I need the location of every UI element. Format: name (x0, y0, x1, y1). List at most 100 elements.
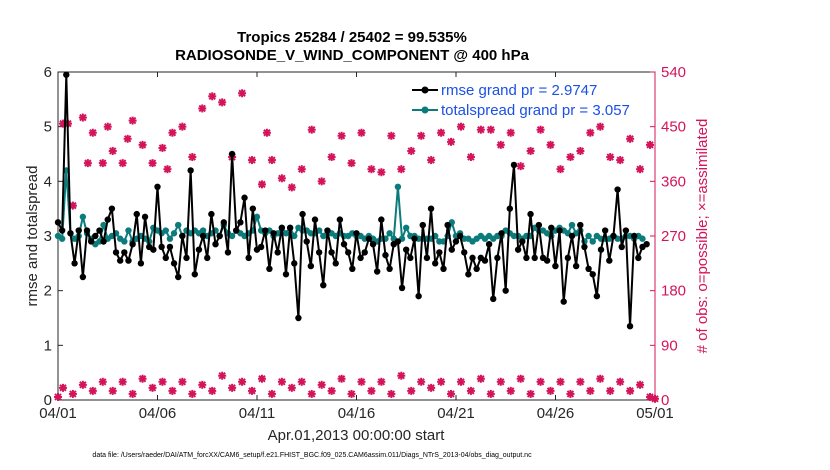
axis-ticks: 04/01 04/06 04/11 04/16 04/21 04/26 05/0101234… (39, 64, 686, 422)
obs-upper-marker (536, 125, 545, 134)
rmse-point (398, 284, 406, 292)
totalspread-point (585, 232, 592, 240)
obs-lower-marker (78, 380, 87, 389)
obs-lower-marker (347, 389, 356, 398)
obs-upper-marker (427, 156, 436, 165)
rmse-point (104, 216, 111, 223)
y2-tick-label: 90 (661, 337, 678, 354)
obs-upper-marker (387, 131, 396, 140)
obs-upper-marker (178, 122, 187, 131)
obs-lower-marker (317, 380, 326, 389)
obs-lower-marker (88, 386, 97, 395)
x-tick-label: 04/06 (139, 405, 177, 422)
obs-upper-marker (88, 128, 97, 137)
obs-lower-marker (248, 386, 257, 395)
rmse-point (427, 205, 435, 212)
y2-tick-label: 270 (661, 228, 686, 245)
obs-upper-marker (347, 159, 356, 168)
y-tick-label: 3 (44, 228, 52, 245)
x-tick-label: 05/01 (636, 405, 674, 422)
obs-upper-marker (626, 134, 635, 143)
obs-lower-marker (606, 386, 615, 395)
y-axis-label: rmse and totalspread (24, 166, 41, 307)
legend: rmse grand pr = 2.9747 totalspread grand… (412, 82, 630, 119)
rmse-point (349, 265, 356, 272)
rmse-point (92, 232, 99, 240)
rmse-point (303, 238, 310, 245)
obs-upper-marker (208, 92, 217, 101)
totalspread-point (228, 232, 236, 240)
rmse-point (79, 273, 87, 281)
rmse-point (494, 254, 501, 262)
y2-tick-label: 360 (661, 173, 686, 190)
rmse-point (440, 265, 447, 272)
obs-lower-marker (128, 389, 137, 398)
rmse-point (622, 227, 630, 234)
obs-upper-marker (148, 159, 157, 168)
rmse-point (324, 227, 331, 234)
totalspread-point (291, 232, 298, 240)
legend-rmse-marker (421, 86, 429, 94)
obs-lower-marker (208, 386, 217, 395)
rmse-point (510, 161, 518, 169)
obs-lower-marker (616, 377, 625, 386)
obs-upper-marker (367, 165, 376, 174)
rmse-point (191, 271, 198, 278)
rmse-point (473, 265, 480, 272)
obs-upper-marker (516, 162, 525, 171)
totalspread-point (125, 227, 132, 234)
rmse-point (378, 216, 385, 223)
obs-lower-marker (357, 377, 366, 386)
obs-lower-marker (228, 383, 237, 392)
rmse-point (597, 246, 605, 253)
rmse-point (216, 232, 223, 240)
rmse-point (71, 260, 78, 267)
rmse-point (353, 230, 360, 237)
rmse-point (344, 249, 352, 256)
obs-lower-marker (58, 383, 67, 392)
rmse-point (601, 227, 609, 234)
obs-upper-marker (138, 140, 147, 149)
rmse-point (311, 216, 319, 223)
rmse-point (548, 224, 555, 231)
obs-upper-marker (118, 159, 127, 168)
rmse-point (315, 249, 323, 256)
rmse-point (465, 271, 472, 278)
rmse-point (498, 230, 505, 237)
rmse-point (593, 292, 601, 300)
obs-upper-marker (576, 146, 585, 155)
obs-upper-marker (158, 143, 167, 152)
rmse-point (527, 210, 534, 218)
totalspread-point (100, 221, 107, 229)
rmse-point (361, 249, 368, 256)
rmse-point (432, 260, 439, 267)
chart-title: Tropics 25284 / 25402 = 99.535% (237, 29, 467, 46)
rmse-point (564, 254, 572, 262)
obs-lower-marker (566, 389, 575, 398)
obs-upper-marker (397, 165, 406, 174)
rmse-point (175, 273, 182, 281)
obs-lower-marker (596, 374, 605, 383)
rmse-point (262, 227, 269, 234)
rmse-point (448, 246, 455, 253)
rmse-point (237, 219, 244, 226)
rmse-point (137, 260, 145, 267)
obs-lower-marker (636, 380, 645, 389)
rmse-point (63, 71, 70, 78)
totalspread-point (253, 213, 261, 221)
totalspread-point (79, 213, 87, 221)
rmse-point (556, 227, 563, 234)
totalspread-point (282, 230, 290, 237)
obs-lower-marker (556, 377, 565, 386)
rmse-point (133, 210, 140, 218)
obs-upper-marker (257, 180, 266, 189)
chart-subtitle: RADIOSONDE_V_WIND_COMPONENT @ 400 hPa (175, 47, 530, 64)
y-tick-label: 1 (44, 337, 52, 354)
obs-upper-marker (636, 165, 645, 174)
obs-lower-marker (506, 386, 515, 395)
obs-lower-marker (68, 389, 77, 398)
obs-lower-marker (447, 389, 456, 398)
rmse-point (552, 262, 559, 270)
rmse-point (299, 210, 306, 218)
